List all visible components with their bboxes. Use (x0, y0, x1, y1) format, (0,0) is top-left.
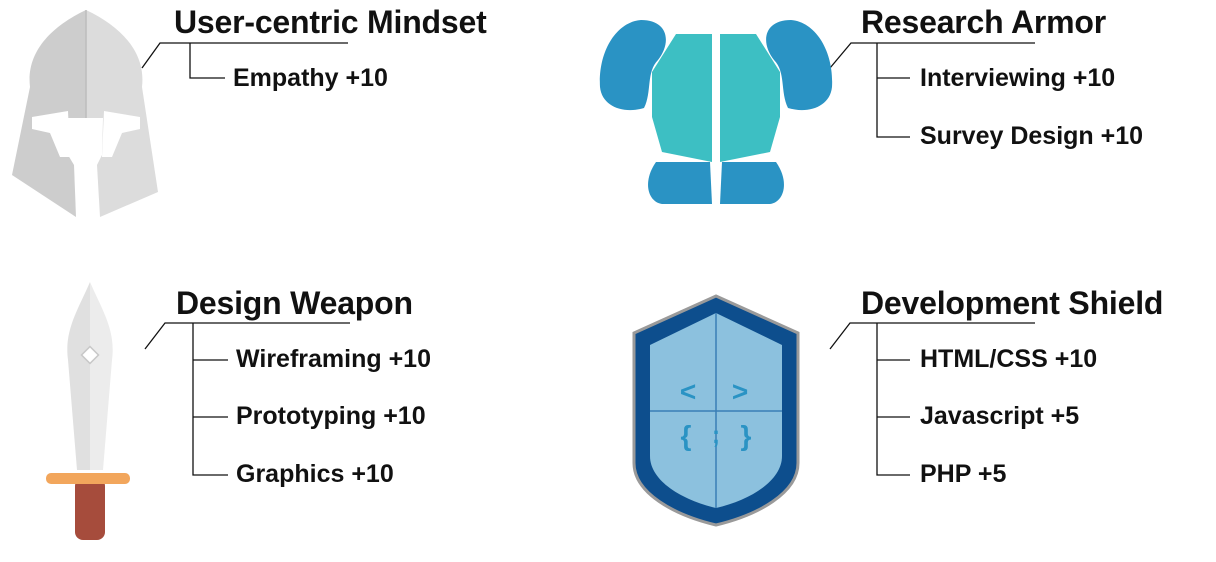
armor-icon (599, 20, 833, 204)
skill-graphics: Graphics +10 (236, 460, 394, 488)
section-title-development-shield: Development Shield (861, 285, 1164, 321)
shield-glyph-lbrace: { (681, 420, 692, 451)
armor-left-pauldron (599, 20, 666, 111)
skill-empathy: Empathy +10 (233, 64, 388, 92)
armor-chest-left (652, 34, 712, 162)
sword-guard (46, 473, 130, 484)
section-title-research-armor: Research Armor (861, 4, 1107, 40)
sword-gem (80, 345, 100, 365)
section-title-design-weapon: Design Weapon (176, 285, 413, 321)
shield-glyph-rbrace: } (741, 420, 752, 451)
armor-right-pauldron (766, 20, 833, 111)
helmet-icon (12, 10, 158, 217)
armor-chest-right (720, 34, 780, 162)
skill-survey-design: Survey Design +10 (920, 122, 1144, 150)
helmet-right-half (86, 10, 158, 217)
skill-javascript: Javascript +5 (920, 402, 1080, 430)
armor-right-tasset (720, 162, 784, 204)
skill-interviewing: Interviewing +10 (920, 64, 1116, 92)
shield-glyph-semicolon: ; (712, 422, 720, 449)
skill-wireframing: Wireframing +10 (236, 345, 431, 373)
helmet-visor-slot (32, 111, 70, 157)
helmet-left-half (12, 10, 86, 217)
skill-php: PHP +5 (920, 460, 1007, 488)
shield-glyph-gt: > (732, 376, 748, 407)
skill-html-css: HTML/CSS +10 (920, 345, 1098, 373)
helmet-visor-slot-right (102, 111, 140, 157)
sword-icon (46, 282, 130, 540)
sword-grip (75, 478, 105, 540)
armor-left-tasset (648, 162, 712, 204)
sword-blade-left (67, 282, 90, 470)
skill-prototyping: Prototyping +10 (236, 402, 426, 430)
shield-glyph-lt: < (680, 376, 696, 407)
section-title-user-centric-mindset: User-centric Mindset (174, 4, 487, 40)
sword-blade-right (90, 282, 113, 470)
shield-icon: < > { ; } (632, 294, 800, 527)
